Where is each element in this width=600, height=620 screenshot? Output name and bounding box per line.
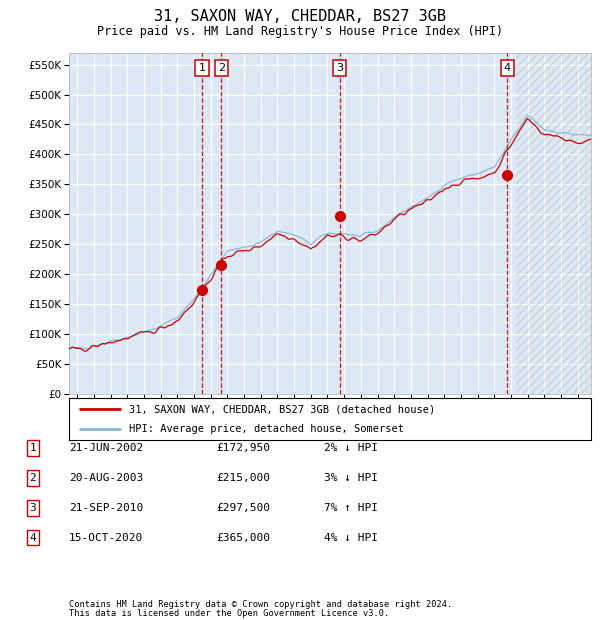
Text: Contains HM Land Registry data © Crown copyright and database right 2024.: Contains HM Land Registry data © Crown c…	[69, 600, 452, 609]
Text: 4% ↓ HPI: 4% ↓ HPI	[324, 533, 378, 542]
Text: 7% ↑ HPI: 7% ↑ HPI	[324, 503, 378, 513]
Text: 3: 3	[336, 63, 343, 73]
Text: 3: 3	[29, 503, 37, 513]
Text: 3% ↓ HPI: 3% ↓ HPI	[324, 473, 378, 483]
Text: Price paid vs. HM Land Registry's House Price Index (HPI): Price paid vs. HM Land Registry's House …	[97, 25, 503, 38]
Text: £297,500: £297,500	[216, 503, 270, 513]
Text: 4: 4	[29, 533, 37, 542]
Text: 31, SAXON WAY, CHEDDAR, BS27 3GB (detached house): 31, SAXON WAY, CHEDDAR, BS27 3GB (detach…	[129, 404, 435, 414]
Text: £172,950: £172,950	[216, 443, 270, 453]
Text: 2% ↓ HPI: 2% ↓ HPI	[324, 443, 378, 453]
Text: HPI: Average price, detached house, Somerset: HPI: Average price, detached house, Some…	[129, 424, 404, 434]
Text: 20-AUG-2003: 20-AUG-2003	[69, 473, 143, 483]
Text: 21-JUN-2002: 21-JUN-2002	[69, 443, 143, 453]
Text: 21-SEP-2010: 21-SEP-2010	[69, 503, 143, 513]
Text: 4: 4	[504, 63, 511, 73]
Text: 2: 2	[218, 63, 225, 73]
Text: £215,000: £215,000	[216, 473, 270, 483]
Text: 31, SAXON WAY, CHEDDAR, BS27 3GB: 31, SAXON WAY, CHEDDAR, BS27 3GB	[154, 9, 446, 24]
Text: 2: 2	[29, 473, 37, 483]
Text: 15-OCT-2020: 15-OCT-2020	[69, 533, 143, 542]
Text: This data is licensed under the Open Government Licence v3.0.: This data is licensed under the Open Gov…	[69, 609, 389, 618]
Text: 1: 1	[199, 63, 205, 73]
Text: 1: 1	[29, 443, 37, 453]
Text: £365,000: £365,000	[216, 533, 270, 542]
